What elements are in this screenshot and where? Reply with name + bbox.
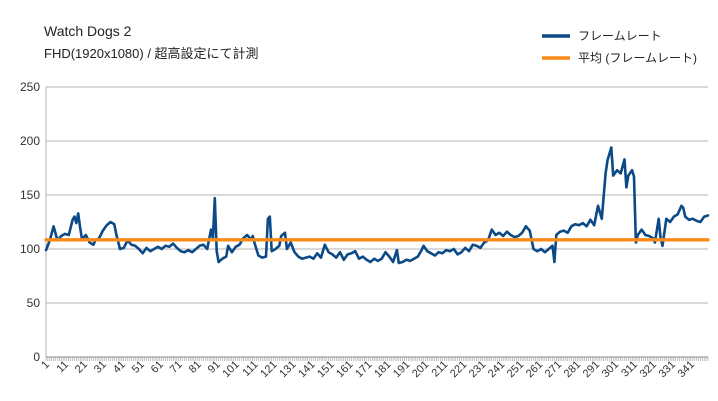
x-tick-label: 61: [149, 359, 166, 376]
y-tick-label: 250: [20, 80, 40, 94]
x-tick-label: 231: [467, 359, 488, 380]
x-tick-label: 141: [296, 359, 317, 380]
legend-label-average: 平均 (フレームレート): [578, 51, 697, 65]
y-tick-label: 50: [27, 296, 41, 310]
x-tick-label: 261: [524, 359, 545, 380]
chart-legend: フレームレート 平均 (フレームレート): [542, 29, 697, 65]
x-tick-label: 281: [562, 359, 583, 380]
legend-label-framerate: フレームレート: [578, 29, 662, 43]
grid-lines: [45, 86, 709, 361]
x-tick-label: 301: [600, 359, 621, 380]
x-tick-label: 191: [391, 359, 412, 380]
x-tick-label: 31: [92, 359, 109, 376]
x-tick-label: 81: [187, 359, 204, 376]
x-tick-label: 211: [430, 359, 451, 380]
x-tick-label: 131: [277, 359, 298, 380]
x-tick-label: 271: [543, 359, 564, 380]
x-tick-label: 71: [168, 359, 185, 376]
x-tick-label: 91: [206, 359, 223, 376]
y-tick-label: 100: [20, 242, 40, 256]
x-tick-label: 291: [581, 359, 602, 380]
x-tick-label: 331: [657, 359, 678, 380]
x-tick-label: 241: [486, 359, 507, 380]
x-tick-label: 221: [448, 359, 469, 380]
x-tick-label: 171: [353, 359, 374, 380]
series-line-framerate: [44, 146, 710, 265]
y-tick-label: 200: [20, 134, 40, 148]
y-tick-label: 0: [33, 350, 40, 364]
x-axis-tick-labels: 1 11 21 31 41 51 61 71 81 91101111121131141151161…: [39, 359, 697, 380]
y-axis-tick-labels: 0 50 100 150 200 250: [20, 80, 40, 364]
chart-series: [44, 146, 710, 265]
chart-title: Watch Dogs 2: [44, 23, 132, 39]
x-tick-label: 341: [676, 359, 697, 380]
x-tick-label: 311: [619, 359, 640, 380]
x-tick-label: 151: [315, 359, 336, 380]
y-tick-label: 150: [20, 188, 40, 202]
x-tick-label: 41: [111, 359, 128, 376]
x-tick-label: 101: [220, 359, 241, 380]
x-tick-label: 321: [638, 359, 659, 380]
x-tick-label: 11: [55, 359, 72, 376]
x-tick-label: 111: [240, 359, 260, 379]
x-tick-label: 251: [505, 359, 526, 380]
x-tick-label: 51: [130, 359, 147, 376]
x-tick-label: 201: [410, 359, 431, 380]
x-tick-label: 181: [372, 359, 393, 380]
x-tick-label: 21: [73, 359, 90, 376]
x-tick-label: 121: [258, 359, 279, 380]
x-tick-label: 161: [334, 359, 355, 380]
chart-subtitle: FHD(1920x1080) / 超高設定にて計測: [44, 46, 259, 61]
